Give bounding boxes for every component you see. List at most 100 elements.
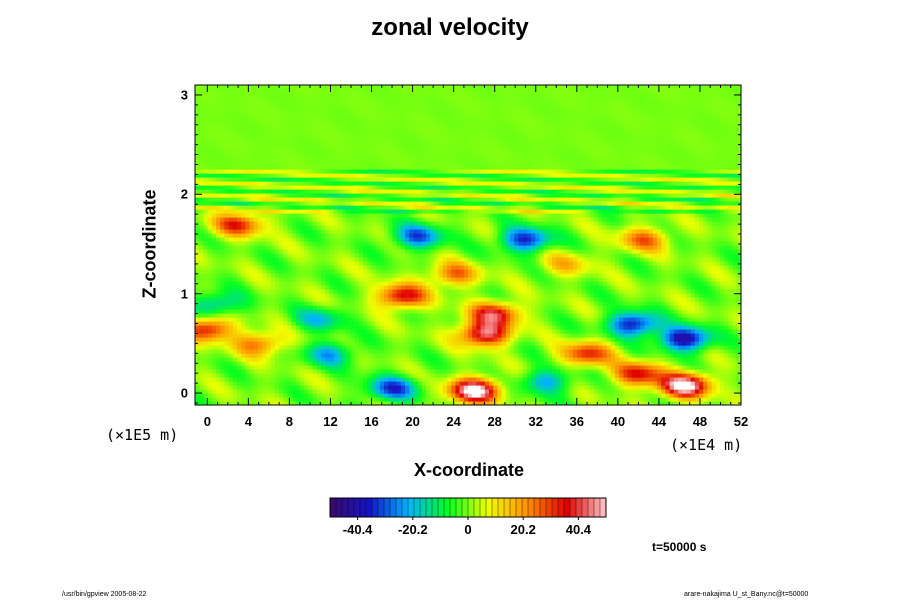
heatmap-cell: [350, 261, 356, 266]
heatmap-cell: [384, 345, 389, 350]
heatmap-cell: [665, 341, 671, 346]
heatmap-cell: [661, 365, 666, 370]
heatmap-cell: [715, 289, 721, 294]
heatmap-cell: [438, 377, 444, 382]
heatmap-cell: [199, 305, 204, 310]
heatmap-cell: [203, 325, 209, 330]
heatmap-cell: [640, 369, 645, 374]
heatmap-cell: [342, 325, 347, 330]
heatmap-cell: [342, 265, 347, 270]
heatmap-cell: [594, 385, 599, 390]
heatmap-cell: [526, 381, 532, 386]
heatmap-cell: [547, 261, 553, 266]
heatmap-cell: [720, 297, 725, 302]
heatmap-cell: [547, 381, 553, 386]
heatmap-cell: [363, 393, 368, 398]
heatmap-cell: [245, 349, 251, 354]
heatmap-cell: [652, 269, 658, 274]
heatmap-cell: [531, 349, 536, 354]
heatmap-cell: [333, 285, 339, 290]
heatmap-cell: [316, 401, 322, 405]
heatmap-cell: [304, 361, 309, 366]
heatmap-cell: [484, 313, 490, 318]
heatmap-cell: [367, 297, 372, 302]
heatmap-cell: [300, 393, 305, 398]
heatmap-cell: [547, 269, 553, 274]
heatmap-cell: [535, 269, 540, 274]
heatmap-cell: [237, 313, 242, 318]
heatmap-cell: [610, 321, 616, 326]
heatmap-cell: [451, 345, 456, 350]
heatmap-cell: [279, 305, 284, 310]
heatmap-cell: [316, 249, 322, 254]
heatmap-cell: [266, 329, 272, 334]
heatmap-cell: [518, 309, 524, 314]
heatmap-cell: [736, 285, 741, 290]
heatmap-cell: [472, 265, 477, 270]
heatmap-cell: [409, 349, 414, 354]
heatmap-cell: [413, 297, 419, 302]
heatmap-cell: [724, 381, 729, 386]
heatmap-cell: [640, 341, 645, 346]
heatmap-cell: [522, 337, 528, 342]
heatmap-cell: [426, 321, 431, 326]
heatmap-cell: [329, 257, 335, 262]
heatmap-cell: [396, 357, 402, 362]
heatmap-cell: [337, 389, 343, 394]
heatmap-cell: [405, 345, 410, 350]
heatmap-cell: [619, 361, 624, 366]
heatmap-cell: [253, 381, 259, 386]
heatmap-cell: [568, 329, 574, 334]
heatmap-cell: [274, 321, 280, 326]
heatmap-cell: [237, 369, 242, 374]
heatmap-cell: [304, 329, 309, 334]
heatmap-cell: [430, 317, 435, 322]
heatmap-cell: [417, 317, 423, 322]
heatmap-cell: [207, 269, 213, 274]
heatmap-cell: [678, 353, 683, 358]
heatmap-cell: [350, 309, 356, 314]
heatmap-cell: [560, 321, 566, 326]
heatmap-cell: [560, 281, 566, 286]
heatmap-cell: [636, 397, 641, 402]
heatmap-cell: [581, 253, 587, 258]
heatmap-cell: [510, 373, 515, 378]
heatmap-cell: [409, 361, 414, 366]
heatmap-cell: [556, 365, 561, 370]
heatmap-cell: [245, 361, 251, 366]
heatmap-cell: [375, 353, 381, 358]
heatmap-cell: [598, 281, 603, 286]
heatmap-cell: [606, 333, 612, 338]
heatmap-cell: [514, 373, 519, 378]
heatmap-cell: [665, 253, 671, 258]
heatmap-cell: [245, 357, 251, 362]
heatmap-cell: [346, 333, 351, 338]
heatmap-cell: [682, 289, 687, 294]
heatmap-cell: [552, 377, 557, 382]
heatmap-cell: [568, 277, 574, 282]
heatmap-cell: [573, 269, 578, 274]
heatmap-cell: [682, 329, 687, 334]
heatmap-cell: [199, 369, 204, 374]
heatmap-cell: [400, 305, 406, 310]
heatmap-cell: [652, 345, 658, 350]
heatmap-cell: [707, 377, 713, 382]
heatmap-cell: [421, 277, 427, 282]
heatmap-cell: [232, 273, 238, 278]
heatmap-cell: [400, 265, 406, 270]
heatmap-cell: [216, 253, 221, 258]
heatmap-cell: [430, 353, 435, 358]
heatmap-cell: [279, 297, 284, 302]
heatmap-cell: [556, 389, 561, 394]
heatmap-cell: [669, 345, 675, 350]
heatmap-cell: [325, 293, 330, 298]
heatmap-cell: [249, 293, 255, 298]
heatmap-cell: [312, 373, 318, 378]
heatmap-cell: [715, 345, 721, 350]
heatmap-cell: [346, 389, 351, 394]
heatmap-cell: [522, 325, 528, 330]
heatmap-cell: [480, 377, 486, 382]
heatmap-cell: [556, 261, 561, 266]
heatmap-cell: [581, 273, 587, 278]
heatmap-cell: [224, 297, 230, 302]
